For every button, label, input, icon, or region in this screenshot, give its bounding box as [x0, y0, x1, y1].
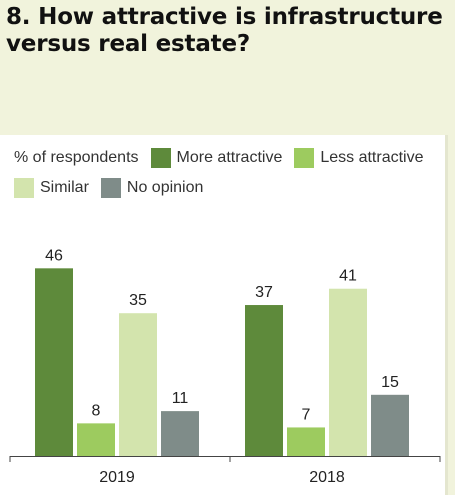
bar-value-label-2019-more-attractive: 46: [45, 247, 63, 264]
chart-title: 8. How attractive is infrastructure vers…: [6, 4, 446, 58]
bar-value-label-2018-less-attractive: 7: [302, 406, 311, 423]
legend-label-more-attractive: More attractive: [176, 149, 283, 166]
legend-item-more-attractive: More attractive: [150, 148, 283, 168]
legend-item-similar: Similar: [14, 178, 89, 198]
bar-2018-more-attractive: [245, 305, 283, 456]
legend-label-similar: Similar: [40, 179, 89, 196]
bar-value-label-2019-similar: 35: [129, 292, 147, 309]
legend-row-2: Similar No opinion: [14, 177, 444, 199]
legend-swatch-no-opinion: [100, 178, 121, 198]
legend-label-less-attractive: Less attractive: [320, 149, 424, 166]
bar-2019-more-attractive: [35, 268, 73, 456]
legend-label-no-opinion: No opinion: [126, 179, 204, 196]
bar-2019-no-opinion: [161, 411, 199, 456]
bar-2019-less-attractive: [77, 423, 115, 456]
bar-value-label-2018-more-attractive: 37: [255, 284, 273, 301]
legend-swatch-less-attractive: [294, 148, 315, 168]
chart-title-line-1: 8. How attractive is infrastructure: [6, 4, 443, 30]
bar-value-label-2018-similar: 41: [339, 268, 357, 285]
bar-value-label-2019-no-opinion: 11: [172, 390, 189, 407]
legend-item-no-opinion: No opinion: [100, 178, 204, 198]
legend-prefix: % of respondents: [14, 149, 139, 166]
bar-2018-no-opinion: [371, 394, 409, 456]
chart-legend: % of respondents More attractive Less at…: [14, 147, 444, 207]
legend-swatch-similar: [14, 178, 34, 198]
legend-item-less-attractive: Less attractive: [294, 148, 424, 168]
bar-2019-similar: [119, 313, 157, 456]
bar-value-label-2019-less-attractive: 8: [92, 402, 101, 419]
bar-2018-less-attractive: [287, 427, 325, 456]
legend-row-1: % of respondents More attractive Less at…: [14, 147, 444, 169]
chart-title-line-2: versus real estate?: [6, 31, 250, 57]
category-label-2019: 2019: [99, 469, 135, 486]
category-label-2018: 2018: [309, 469, 345, 486]
bar-value-label-2018-no-opinion: 15: [381, 374, 399, 391]
legend-swatch-more-attractive: [150, 148, 171, 168]
bar-2018-similar: [329, 288, 367, 456]
